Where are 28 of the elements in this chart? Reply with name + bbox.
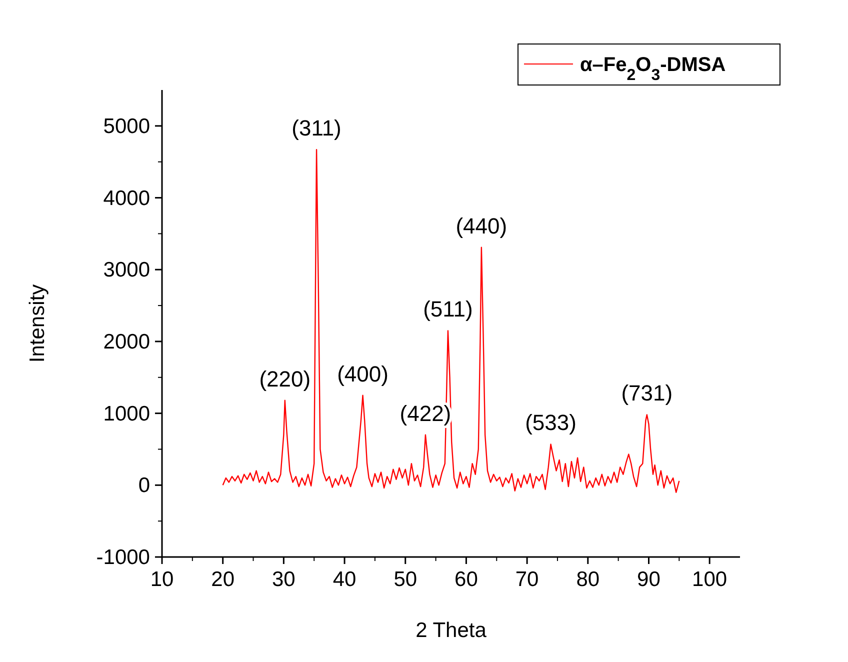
x-tick-label: 100 [692,568,728,591]
x-tick-label: 90 [637,568,660,591]
x-tick-label: 30 [272,568,296,591]
annotation: (511) [423,296,473,322]
y-tick-label: 0 [138,474,150,498]
legend-label: α–Fe$_{2}$O$_{3}$-DMSA [580,54,726,84]
y-tick-label: 4000 [103,186,150,210]
x-tick-label: 20 [211,568,235,591]
annotation: (220) [259,366,311,392]
annotation: (731) [621,380,673,406]
y-tick-label: 3000 [103,258,150,282]
y-tick-label: -1000 [96,546,150,569]
x-tick-label: 50 [394,568,418,591]
y-tick-label: 2000 [103,330,150,354]
annotation: (400) [337,361,388,386]
x-tick-label: 70 [515,568,539,591]
y-axis-title: Intensity [26,284,49,363]
annotation: (533) [525,410,576,436]
y-tick-label: 5000 [103,114,150,138]
x-tick-label: 40 [332,568,356,591]
annotation: (311) [292,116,342,141]
x-tick-label: 60 [454,568,478,591]
x-tick-label: 80 [576,568,600,591]
y-tick-label: 1000 [103,402,150,426]
annotation: (440) [456,213,508,238]
x-tick-label: 10 [150,568,174,591]
line-series [222,149,680,493]
x-axis-title: 2 Theta [416,619,487,642]
